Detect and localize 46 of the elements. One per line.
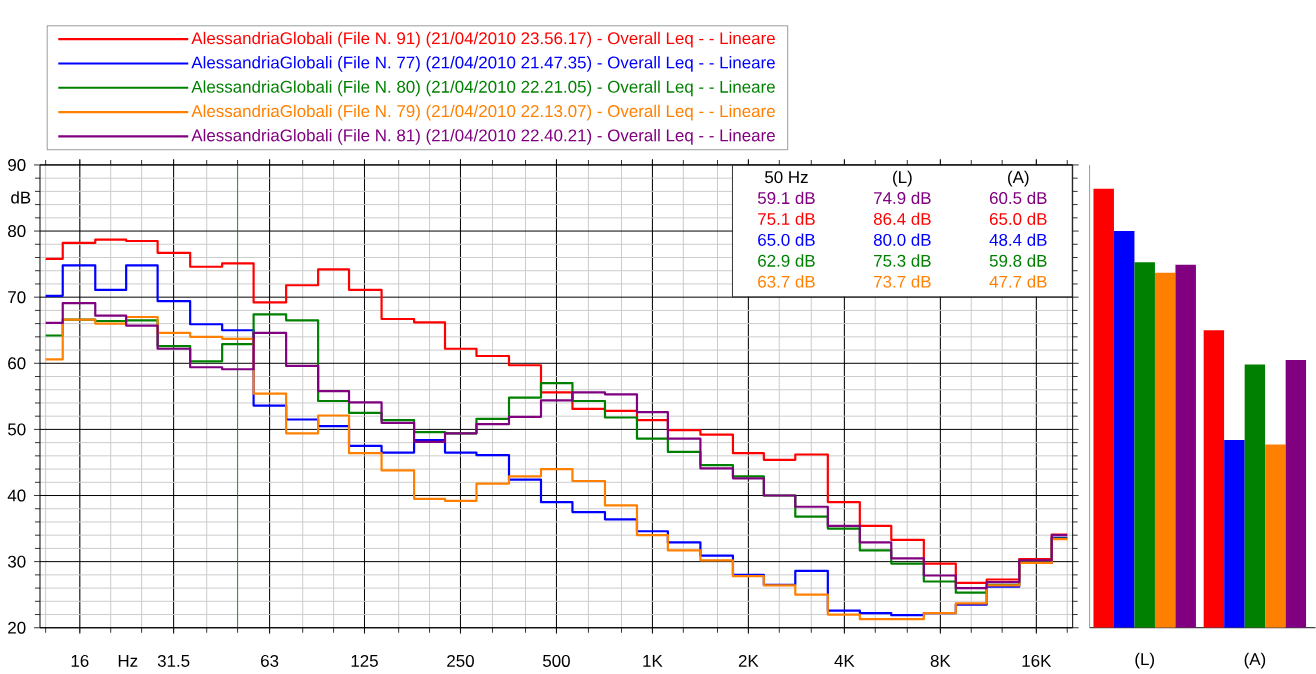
annotation: 47.7 dB <box>989 275 1047 288</box>
y-tick-label: 50 <box>8 423 26 436</box>
annotation: 75.3 dB <box>874 254 931 267</box>
x-tick-label: 250 <box>447 654 474 667</box>
annotation: (L) <box>893 170 912 187</box>
x-tick-label: (A) <box>1244 652 1266 669</box>
x-axis-title: Hz <box>118 655 138 667</box>
text: AlessandriaGlobali (File N. 77) (21/04/2010 21.47.35) - Overall Leq - - Lineare <box>191 56 775 72</box>
annotation: 86.4 dB <box>873 212 931 225</box>
x-tick-label: 63 <box>261 654 279 667</box>
y-tick-label: 20 <box>8 621 26 634</box>
text: AlessandriaGlobali (File N. 81) (21/04/2010 22.40.21) - Overall Leq - - Lineare <box>191 128 775 145</box>
text: AlessandriaGlobali (File N. 79) (21/04/2010 22.13.07) - Overall Leq - - Lineare <box>191 104 775 121</box>
text: AlessandriaGlobali (File N. 91) (21/04/2010 23.56.17) - Overall Leq - - Lineare <box>191 31 775 48</box>
annotation: 50 Hz <box>765 171 808 184</box>
annotation: 65.0 dB <box>989 212 1047 225</box>
x-tick-label: 8K <box>930 654 951 667</box>
annotation: 65.0 dB <box>758 233 815 246</box>
x-tick-label: (L) <box>1135 652 1154 669</box>
annotation: 74.9 dB <box>874 191 931 204</box>
annotation: 59.1 dB <box>757 191 815 204</box>
x-tick-label: 1K <box>643 655 663 667</box>
x-tick-label: 2K <box>738 654 759 667</box>
y-tick-label: 30 <box>7 555 26 568</box>
annotation: 60.5 dB <box>989 191 1047 204</box>
y-tick-label: 70 <box>8 291 26 304</box>
x-tick-label: 4K <box>834 655 855 667</box>
annotation: 75.1 dB <box>758 212 815 225</box>
x-tick-label: 16 <box>71 654 89 667</box>
y-tick-label: 40 <box>7 489 26 502</box>
text: AlessandriaGlobali (File N. 80) (21/04/2010 22.21.05) - Overall Leq - - Lineare <box>191 80 775 97</box>
annotation: 48.4 dB <box>989 233 1047 246</box>
annotation: 80.0 dB <box>873 233 931 246</box>
annotation: (A) <box>1008 170 1029 187</box>
y-tick-label: 80 <box>8 225 26 237</box>
x-tick-label: 31.5 <box>157 654 190 667</box>
annotation: 63.7 dB <box>758 275 815 288</box>
annotation: 73.7 dB <box>874 275 931 288</box>
annotation: 62.9 dB <box>758 254 815 267</box>
y-tick-label: 60 <box>8 357 26 370</box>
y-tick-label: 90 <box>8 158 26 171</box>
x-tick-label: 125 <box>351 654 378 667</box>
y-axis-title: dB <box>11 191 31 204</box>
x-tick-label: 500 <box>542 654 570 667</box>
x-tick-label: 16K <box>1022 654 1052 667</box>
annotation: 59.8 dB <box>989 254 1047 267</box>
